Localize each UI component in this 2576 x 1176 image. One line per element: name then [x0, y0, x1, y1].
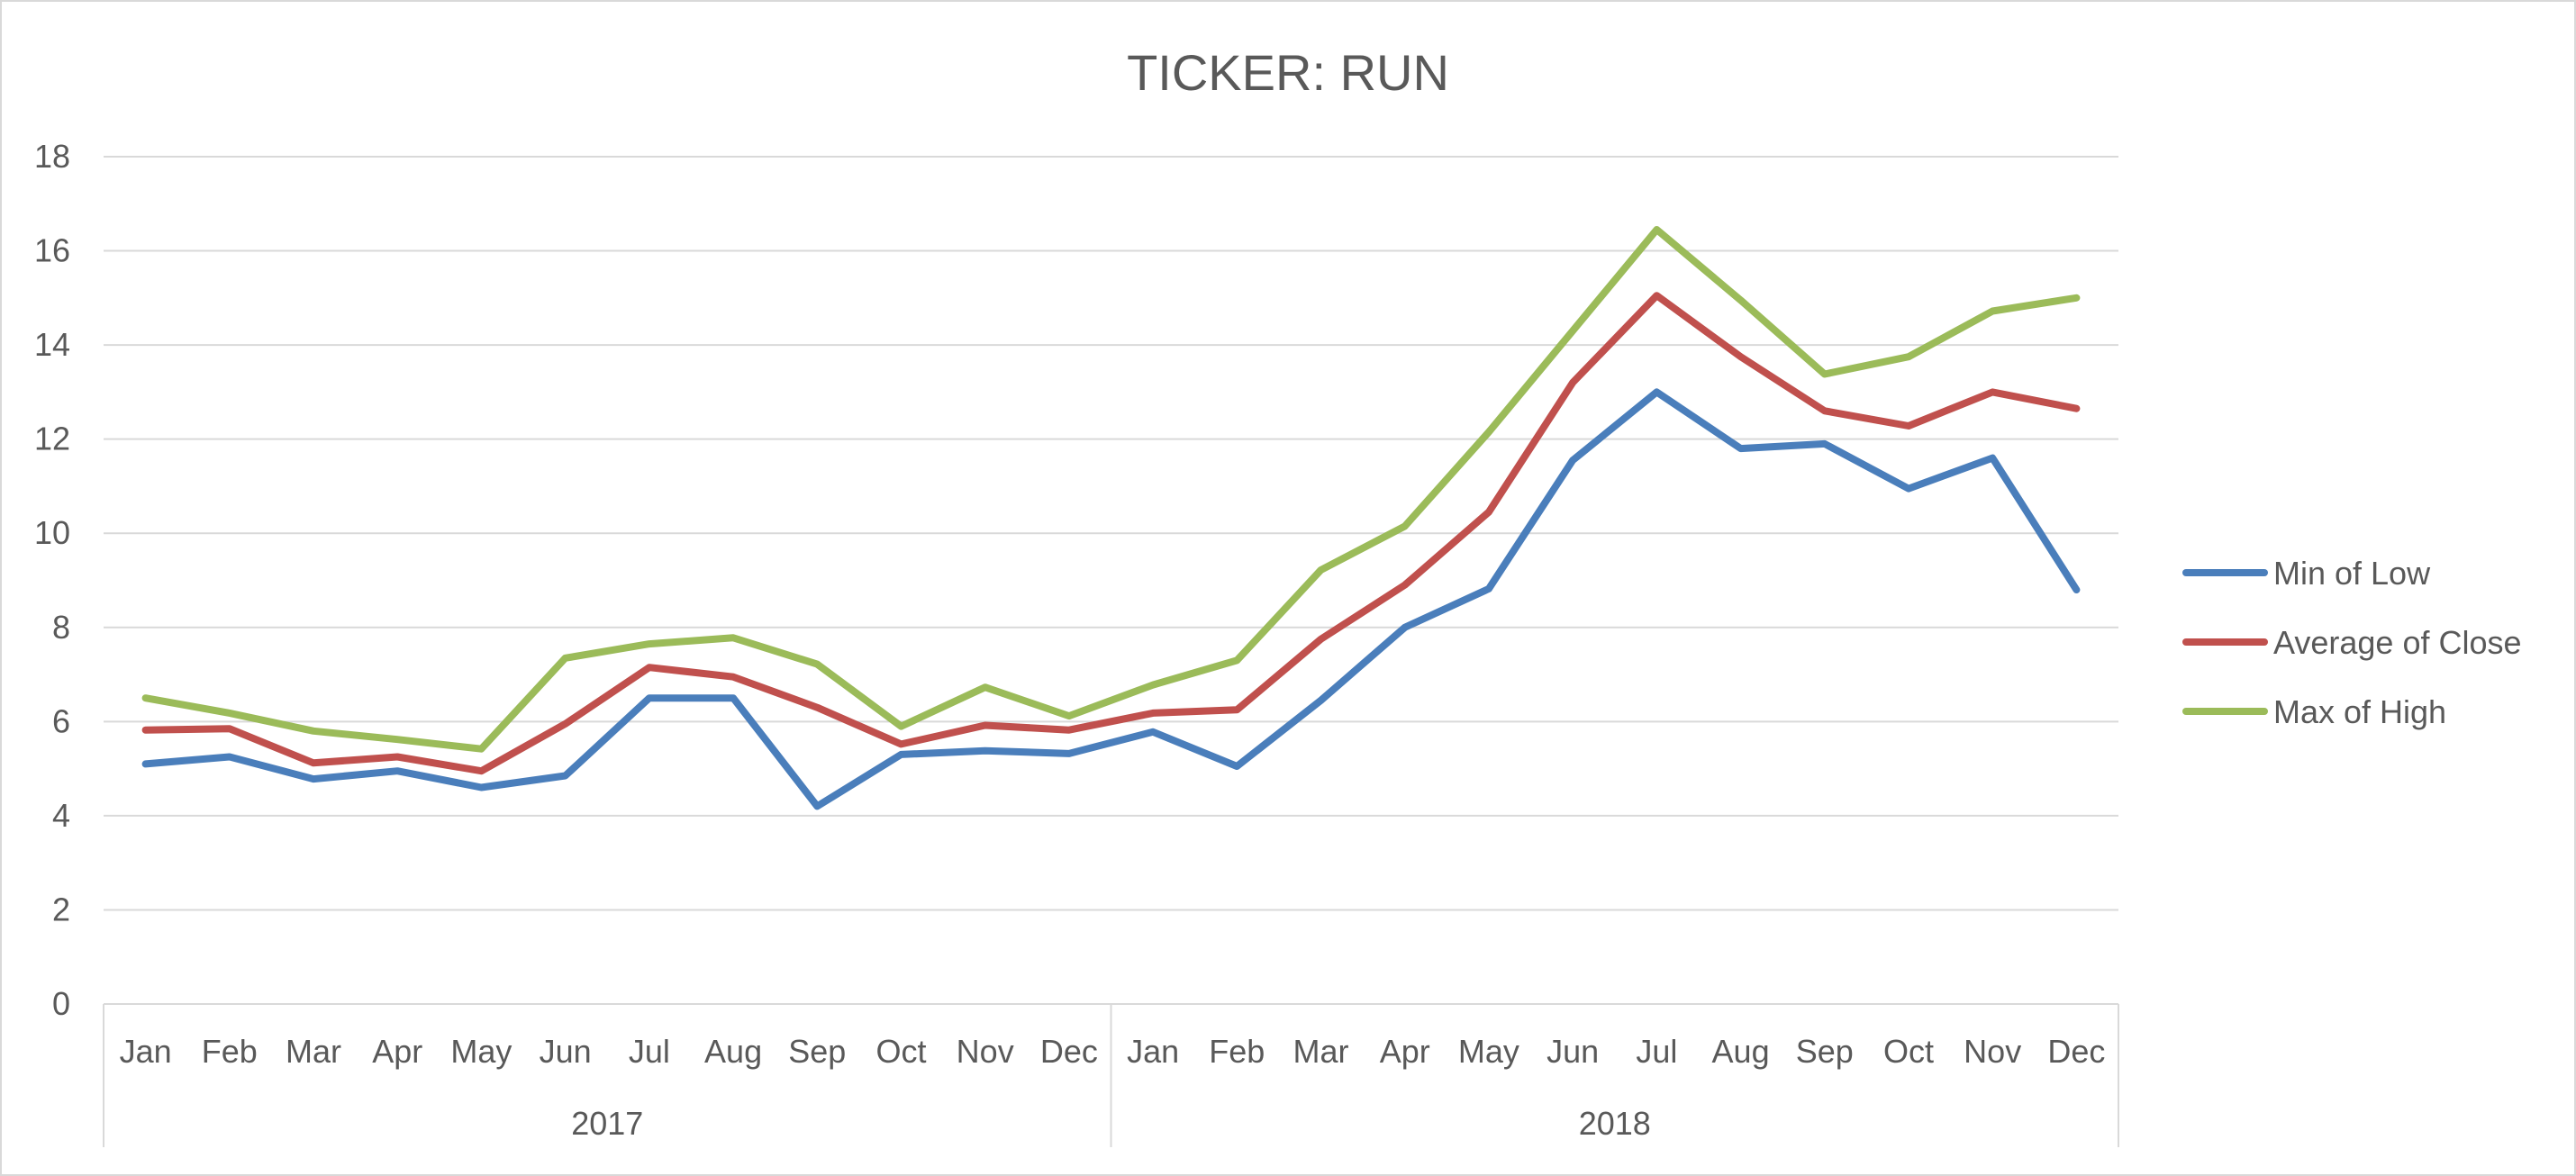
- x-tick-label: Aug: [1712, 1033, 1770, 1070]
- x-tick-label: Jan: [1127, 1033, 1179, 1070]
- y-tick-label: 6: [52, 702, 70, 739]
- x-group-label: 2018: [1579, 1105, 1651, 1142]
- legend: Min of Low Average of Close Max of High: [2182, 555, 2522, 730]
- y-tick-label: 16: [34, 232, 70, 269]
- legend-label: Max of High: [2273, 693, 2446, 730]
- x-tick-label: Oct: [875, 1033, 926, 1070]
- x-tick-label: Apr: [372, 1033, 422, 1070]
- x-tick-label: Dec: [2047, 1033, 2105, 1070]
- y-tick-label: 4: [52, 797, 70, 834]
- gridlines: [104, 156, 2118, 911]
- legend-item: Average of Close: [2182, 624, 2522, 661]
- y-tick-label: 14: [34, 326, 70, 363]
- x-tick-label: Jul: [629, 1033, 670, 1070]
- x-tick-label: Jun: [540, 1033, 592, 1070]
- x-tick-label: Mar: [1293, 1033, 1349, 1070]
- x-tick-label: Sep: [1796, 1033, 1854, 1070]
- legend-label: Min of Low: [2273, 555, 2431, 592]
- x-tick-label: Jun: [1547, 1033, 1599, 1070]
- y-tick-label: 10: [34, 514, 70, 551]
- x-tick-label: Nov: [1964, 1033, 2021, 1070]
- y-tick-label: 8: [52, 609, 70, 646]
- y-tick-label: 12: [34, 421, 70, 457]
- x-tick-label: Sep: [788, 1033, 846, 1070]
- series-line-min-of-low: [141, 388, 2081, 810]
- x-tick-label: May: [450, 1033, 512, 1070]
- series-lines: [141, 226, 2081, 810]
- x-tick-label: Aug: [704, 1033, 762, 1070]
- x-tick-label: Apr: [1380, 1033, 1430, 1070]
- x-tick-label: Feb: [202, 1033, 258, 1070]
- x-tick-label: Dec: [1040, 1033, 1098, 1070]
- x-tick-label: Jan: [120, 1033, 172, 1070]
- chart-title: TICKER: RUN: [1127, 44, 1449, 101]
- legend-label: Average of Close: [2273, 624, 2522, 661]
- series-line-max-of-high: [141, 226, 2081, 753]
- axes: 0 2 4 6 8 10 12 14 16 18 Jan Feb Mar Apr May Jun Jul Aug S…: [34, 138, 2119, 1147]
- series-line-average-of-close: [141, 292, 2081, 775]
- x-tick-label: Nov: [957, 1033, 1014, 1070]
- y-tick-label: 18: [34, 138, 70, 175]
- legend-item: Min of Low: [2182, 555, 2431, 592]
- y-tick-label: 0: [52, 985, 70, 1022]
- x-tick-label: Jul: [1636, 1033, 1677, 1070]
- legend-item: Max of High: [2182, 693, 2446, 730]
- x-tick-label: Oct: [1883, 1033, 1934, 1070]
- x-tick-label: May: [1458, 1033, 1519, 1070]
- x-group-label: 2017: [571, 1105, 643, 1142]
- x-tick-label: Feb: [1209, 1033, 1265, 1070]
- y-tick-label: 2: [52, 891, 70, 927]
- x-tick-label: Mar: [286, 1033, 341, 1070]
